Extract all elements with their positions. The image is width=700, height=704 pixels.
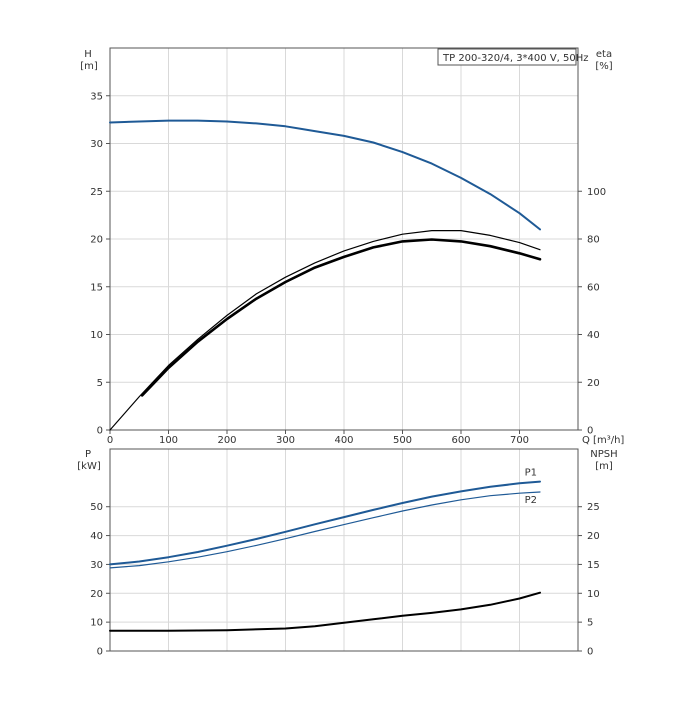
bottom-y-left-tick-label-20: 20 — [90, 589, 103, 600]
top-y-left-tick-label-25: 25 — [90, 187, 103, 198]
x-tick-label-500: 500 — [393, 435, 412, 446]
top-left-axis-label: H — [84, 49, 92, 60]
top-y-left-tick-label-20: 20 — [90, 235, 103, 246]
bottom-y-left-tick-label-50: 50 — [90, 502, 103, 513]
x-tick-label-0: 0 — [107, 435, 113, 446]
chart-title: TP 200-320/4, 3*400 V, 50Hz — [442, 53, 589, 64]
x-tick-label-400: 400 — [334, 435, 353, 446]
efficiency-curve-thin — [109, 230, 541, 431]
bottom-left-axis-unit: [kW] — [77, 461, 101, 472]
bottom-y-right-tick-label-20: 20 — [587, 531, 600, 542]
top-y-left-tick-label-35: 35 — [90, 91, 103, 102]
series-label-p1: P1 — [525, 468, 537, 479]
bottom-y-right-tick-label-5: 5 — [587, 618, 593, 629]
top-y-right-tick-label-80: 80 — [587, 235, 600, 246]
bottom-right-axis-unit: [m] — [595, 461, 613, 472]
npsh-curve — [109, 591, 541, 632]
top-y-right-tick-label-60: 60 — [587, 282, 600, 293]
bottom-plot-frame — [109, 448, 579, 652]
top-y-left-tick-label-30: 30 — [90, 139, 103, 150]
bottom-y-left-tick-label-10: 10 — [90, 618, 103, 629]
top-y-left-tick-label-15: 15 — [90, 282, 103, 293]
bottom-y-right-tick-label-10: 10 — [587, 589, 600, 600]
x-tick-label-200: 200 — [217, 435, 236, 446]
top-y-right-tick-label-20: 20 — [587, 378, 600, 389]
x-tick-label-600: 600 — [451, 435, 470, 446]
x-axis-label: Q [m³/h] — [582, 435, 624, 446]
top-left-axis-unit: [m] — [80, 61, 98, 72]
series-label-p2: P2 — [525, 495, 537, 506]
top-right-axis-label: eta — [596, 49, 612, 60]
top-plot-frame — [109, 47, 579, 431]
x-tick-label-100: 100 — [159, 435, 178, 446]
bottom-y-left-tick-label-40: 40 — [90, 531, 103, 542]
top-right-axis-unit: [%] — [595, 61, 612, 72]
bottom-y-left-tick-label-0: 0 — [97, 647, 103, 658]
x-tick-label-300: 300 — [276, 435, 295, 446]
top-y-right-tick-label-40: 40 — [587, 330, 600, 341]
bottom-y-right-tick-label-0: 0 — [587, 647, 593, 658]
x-tick-label-700: 700 — [510, 435, 529, 446]
top-y-left-tick-label-0: 0 — [97, 426, 103, 437]
power-curve-p1 — [109, 480, 541, 566]
title-box — [437, 48, 577, 66]
bottom-y-left-tick-label-30: 30 — [90, 560, 103, 571]
bottom-right-axis-label: NPSH — [590, 449, 617, 460]
efficiency-curve-thick — [140, 238, 542, 397]
power-curve-p2 — [109, 491, 541, 569]
top-y-left-tick-label-10: 10 — [90, 330, 103, 341]
top-y-left-tick-label-5: 5 — [97, 378, 103, 389]
bottom-y-right-tick-label-15: 15 — [587, 560, 600, 571]
bottom-y-right-tick-label-25: 25 — [587, 502, 600, 513]
top-y-right-tick-label-100: 100 — [587, 187, 606, 198]
head-curve — [109, 119, 541, 231]
bottom-left-axis-label: P — [85, 449, 91, 460]
top-y-right-tick-label-0: 0 — [587, 426, 593, 437]
